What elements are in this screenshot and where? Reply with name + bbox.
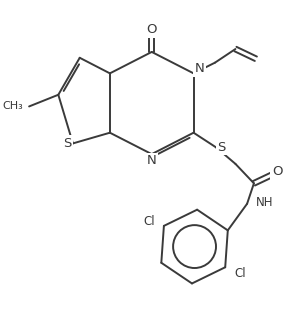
Text: CH₃: CH₃: [3, 101, 23, 112]
Text: S: S: [218, 141, 226, 154]
Text: N: N: [147, 154, 157, 167]
Text: O: O: [272, 165, 282, 178]
Text: S: S: [63, 137, 71, 150]
Text: Cl: Cl: [144, 215, 155, 228]
Text: Cl: Cl: [234, 267, 246, 280]
Text: N: N: [195, 62, 204, 75]
Text: NH: NH: [256, 196, 273, 209]
Text: O: O: [146, 23, 157, 36]
